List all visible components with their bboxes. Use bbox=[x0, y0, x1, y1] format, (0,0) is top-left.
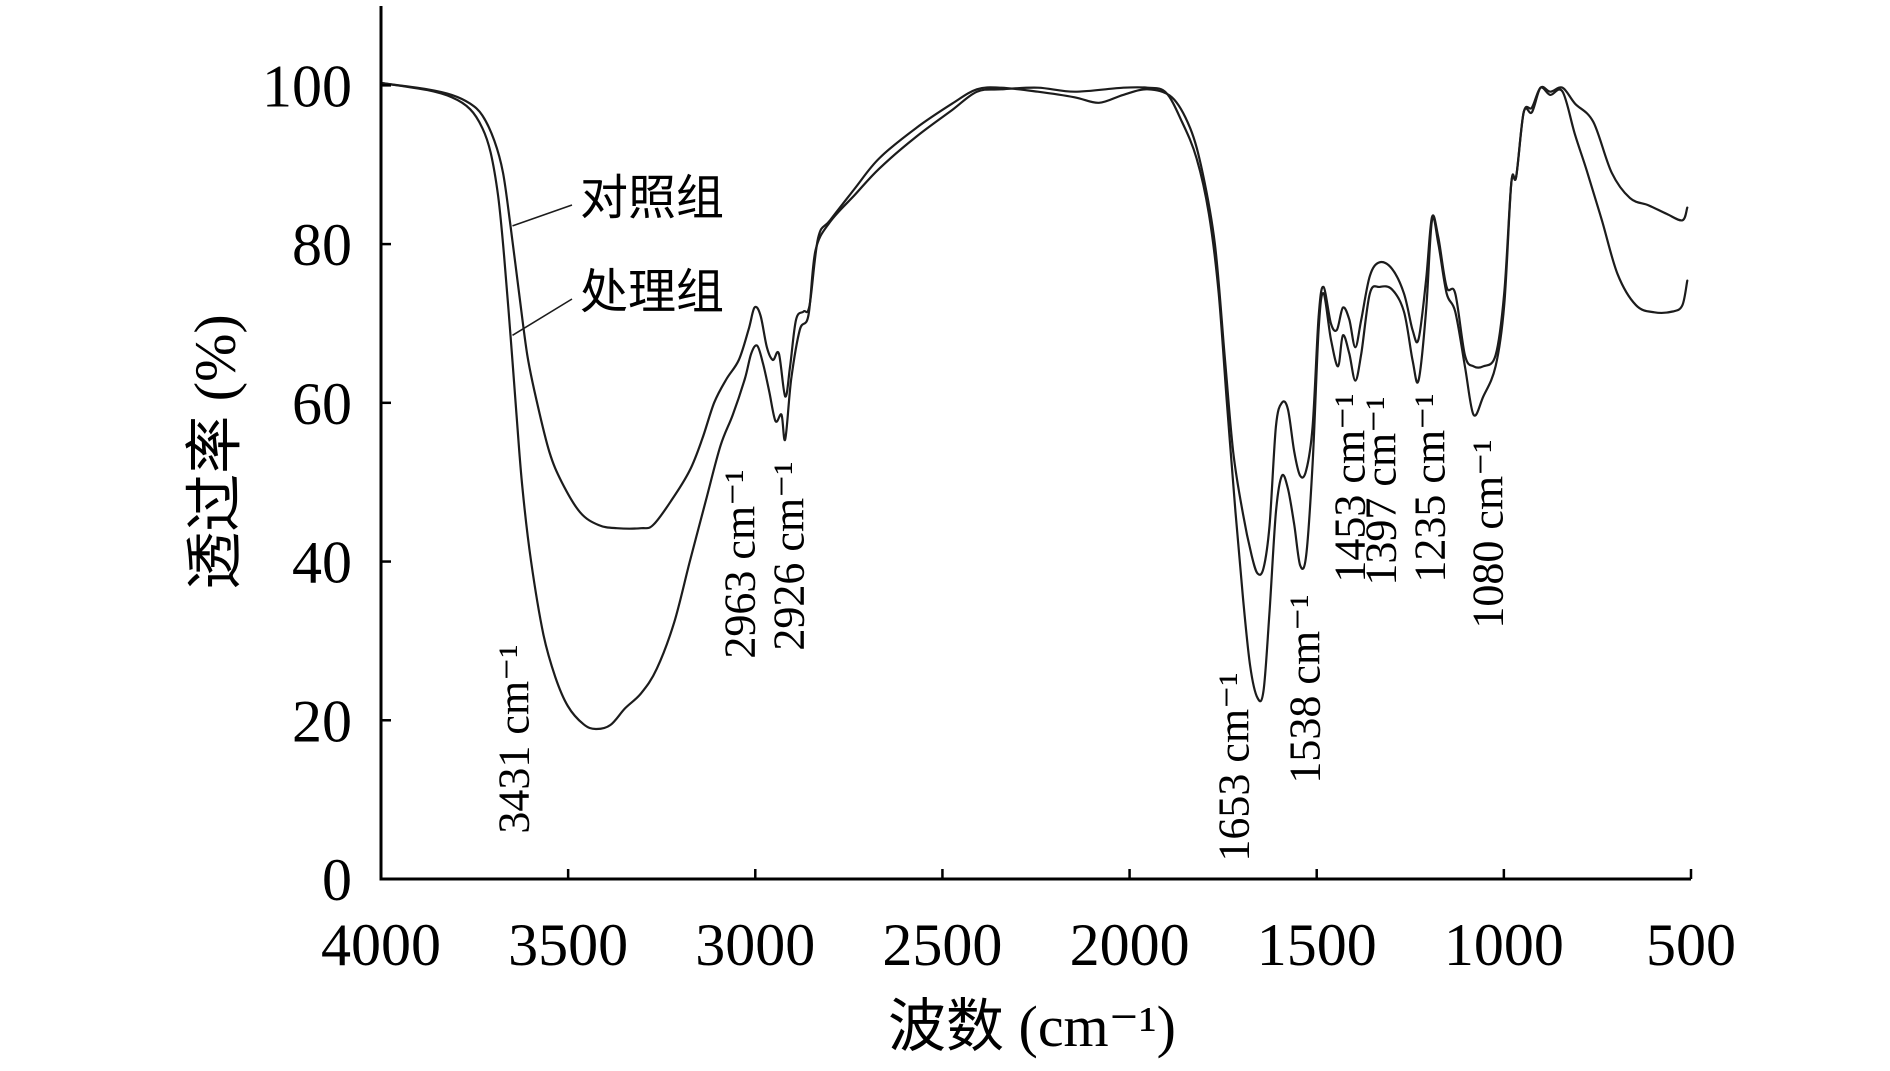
peak-label: 2926 cm⁻¹ bbox=[764, 461, 813, 650]
x-axis-title: 波数 (cm⁻¹) bbox=[888, 994, 1176, 1059]
x-tick-label: 2500 bbox=[882, 912, 1002, 978]
legend-leader-line bbox=[512, 204, 573, 227]
x-tick-label: 4000 bbox=[321, 912, 441, 978]
peak-label: 2963 cm⁻¹ bbox=[715, 469, 764, 658]
legend-label-control: 对照组 bbox=[580, 172, 724, 225]
y-tick-label: 80 bbox=[292, 212, 352, 278]
x-tick-label: 2000 bbox=[1070, 912, 1190, 978]
x-tick-label: 3000 bbox=[695, 912, 815, 978]
peak-label: 1653 cm⁻¹ bbox=[1209, 672, 1258, 861]
x-tick-label: 3500 bbox=[508, 912, 628, 978]
peak-label: 1538 cm⁻¹ bbox=[1280, 594, 1329, 783]
legend-label-treatment: 处理组 bbox=[580, 266, 724, 319]
treatment-series-line bbox=[379, 81, 1689, 731]
y-tick-label: 100 bbox=[262, 53, 352, 119]
y-tick-label: 20 bbox=[292, 688, 352, 754]
x-tick-label: 500 bbox=[1646, 912, 1736, 978]
y-tick-label: 40 bbox=[292, 530, 352, 596]
peak-label: 1453 cm⁻¹ bbox=[1325, 393, 1374, 582]
y-tick-label: 60 bbox=[292, 371, 352, 437]
peak-label: 1235 cm⁻¹ bbox=[1405, 393, 1454, 582]
peak-label: 1397 cm⁻¹ bbox=[1356, 396, 1405, 585]
x-tick-label: 1500 bbox=[1257, 912, 1377, 978]
peak-label: 3431 cm⁻¹ bbox=[489, 644, 538, 833]
series-layer bbox=[379, 81, 1689, 731]
y-tick-label: 0 bbox=[322, 847, 352, 913]
annotation-layer: 3431 cm⁻¹ 2963 cm⁻¹ 2926 cm⁻¹ 1653 cm⁻¹ 1538… bbox=[489, 204, 1512, 862]
peak-label: 1080 cm⁻¹ bbox=[1463, 439, 1512, 628]
x-tick-label: 1000 bbox=[1444, 912, 1564, 978]
control-series-line bbox=[379, 81, 1689, 576]
axes-layer: 0 20 40 60 80 100 4000 3500 3000 2500 2000 1500 1000… bbox=[262, 6, 1736, 978]
legend-leader-line bbox=[512, 298, 573, 337]
y-axis-title: 透过率 (%) bbox=[182, 314, 247, 589]
